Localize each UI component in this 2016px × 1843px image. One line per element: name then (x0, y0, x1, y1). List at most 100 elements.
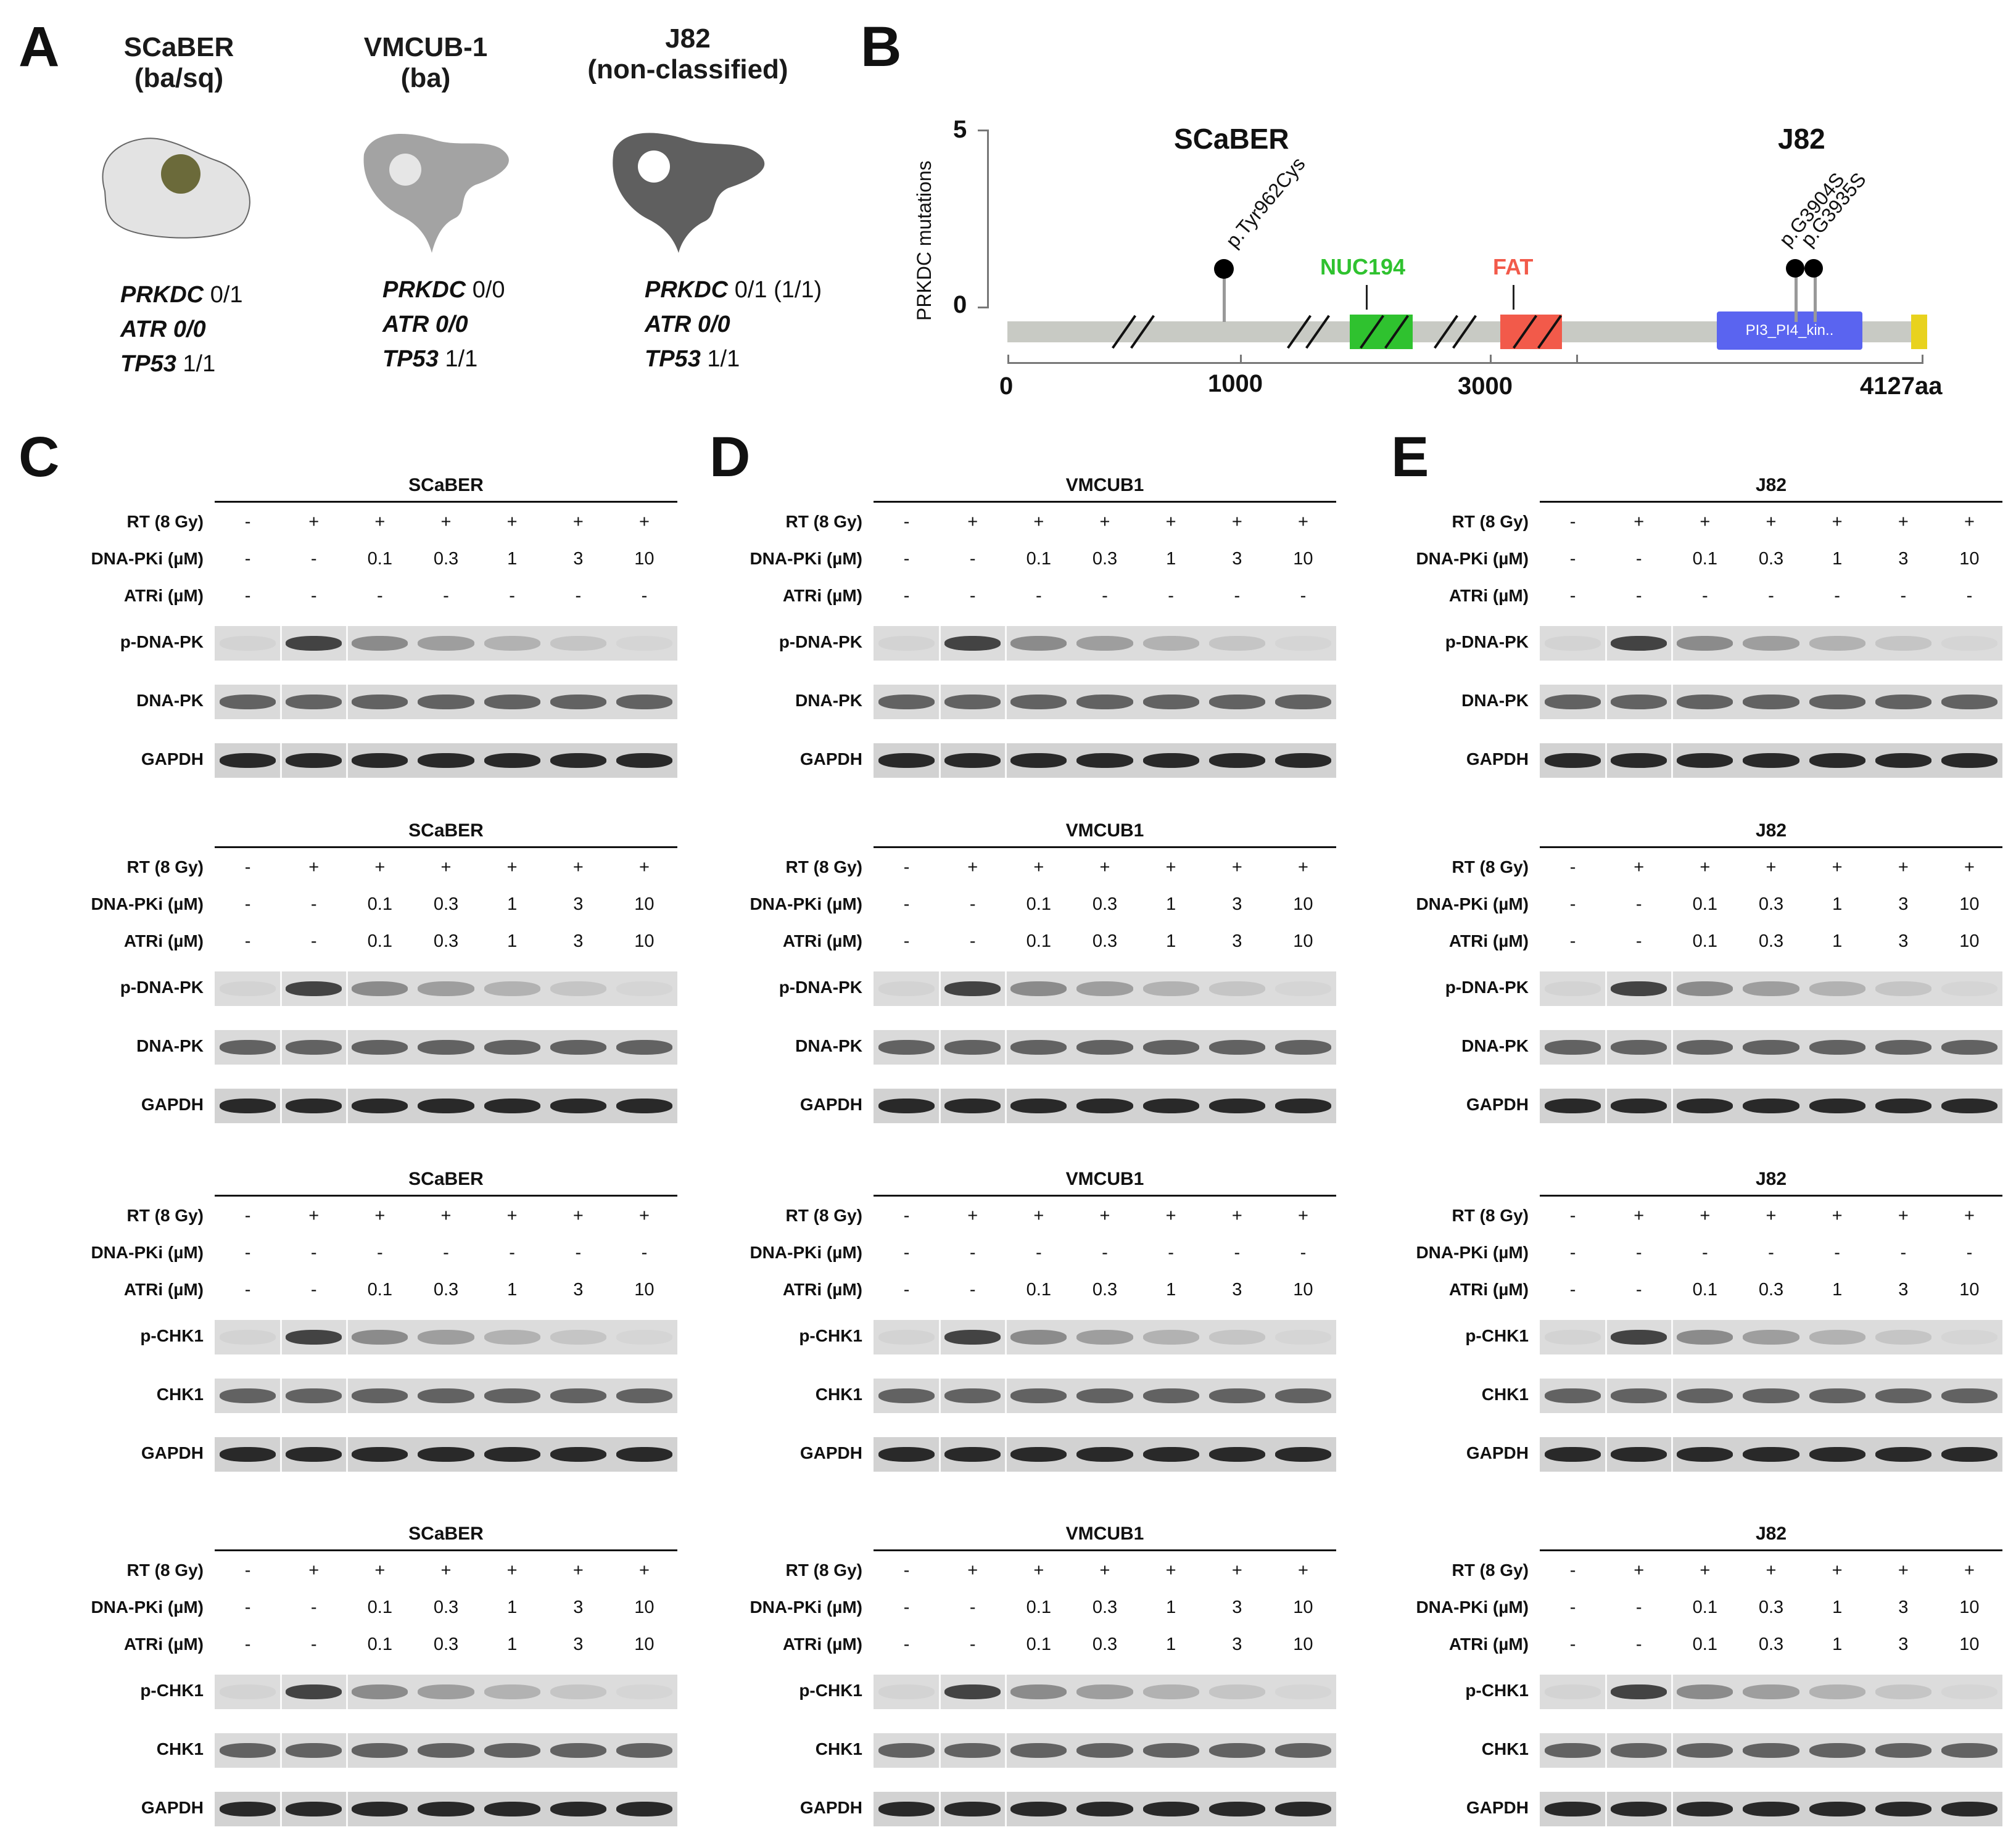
band (1142, 753, 1199, 768)
band (286, 1388, 342, 1403)
band (1142, 1743, 1199, 1758)
band (1545, 1684, 1601, 1699)
band (1545, 1388, 1601, 1403)
lane-divider (1671, 1675, 1674, 1709)
band (1743, 1447, 1799, 1462)
band (1611, 1330, 1667, 1345)
treatment-value: + (1898, 1561, 1909, 1580)
treatment-value: + (1231, 1206, 1242, 1226)
treatment-value: 10 (634, 1635, 655, 1654)
band (1274, 1330, 1331, 1345)
lane-divider (1605, 743, 1608, 778)
band (1611, 981, 1667, 996)
treatment-value: 1 (1832, 931, 1843, 951)
treatment-value: 0.3 (433, 1598, 459, 1617)
treatment-value: - (244, 512, 251, 532)
blot-strip (1540, 1437, 2002, 1472)
band (1611, 1099, 1667, 1113)
lane-divider (1671, 1030, 1674, 1065)
treatment-value: - (1569, 512, 1576, 532)
treatment-value: - (903, 931, 910, 951)
nuc194-tick (1366, 285, 1368, 310)
treatment-row-label: ATRi (µM) (1448, 1280, 1529, 1299)
band-label: GAPDH (1466, 749, 1529, 769)
treatment-value: 10 (1293, 894, 1313, 914)
treatment-value: + (1297, 857, 1308, 877)
treatment-value: 1 (507, 931, 518, 951)
x-tick (1007, 355, 1009, 363)
band (1208, 753, 1265, 768)
treatment-value: + (1832, 1206, 1843, 1226)
treatment-value: + (572, 1561, 584, 1580)
band (550, 1447, 606, 1462)
mutation-stem-g3904 (1795, 271, 1798, 322)
band (1274, 695, 1331, 709)
treatment-value: 3 (573, 549, 584, 569)
lane-divider (280, 971, 283, 1006)
band (1875, 753, 1931, 768)
treatment-value: + (1033, 1561, 1044, 1580)
band (286, 1802, 342, 1816)
lane-divider (939, 1320, 941, 1354)
band (1809, 1388, 1865, 1403)
blot-strip (215, 1437, 677, 1472)
band (550, 1802, 606, 1816)
band-label: p-CHK1 (1465, 1326, 1529, 1345)
band (286, 1330, 342, 1345)
treatment-row-label: DNA-PKi (µM) (750, 1243, 862, 1262)
treatment-value: - (244, 549, 251, 569)
treatment-value: 0.3 (1092, 1598, 1118, 1617)
blot-strip (874, 1089, 1336, 1123)
lane-divider (1005, 1320, 1007, 1354)
lane-divider (939, 1792, 941, 1826)
band (1875, 1040, 1931, 1055)
treatment-value: 10 (1293, 1598, 1313, 1617)
genotype-scaber: PRKDC 0/1 ATR 0/0 TP53 1/1 (120, 282, 243, 377)
treatment-value: - (969, 586, 976, 606)
band (286, 753, 342, 768)
mutation-label-tyr962: p.Tyr962Cys (1221, 152, 1310, 252)
band (1274, 1388, 1331, 1403)
treatment-value: 1 (1832, 549, 1843, 569)
band (944, 1447, 1001, 1462)
band (1208, 1743, 1265, 1758)
lane-divider (1671, 1792, 1674, 1826)
treatment-value: + (374, 1206, 386, 1226)
band (220, 695, 276, 709)
treatment-value: - (377, 1243, 383, 1263)
treatment-value: - (1168, 1243, 1174, 1263)
blot-strip (874, 1792, 1336, 1826)
band (484, 1447, 540, 1462)
treatment-value: + (1964, 1206, 1975, 1226)
treatment-value: + (1099, 1206, 1110, 1226)
treatment-value: + (374, 857, 386, 877)
treatment-row-label: ATRi (µM) (782, 586, 862, 605)
nucleus-j82 (638, 150, 670, 183)
lane-divider (346, 971, 349, 1006)
band (484, 1330, 540, 1345)
blot-strip (1540, 626, 2002, 661)
treatment-value: + (440, 857, 452, 877)
band (1545, 1040, 1601, 1055)
treatment-value: + (1832, 512, 1843, 532)
band (878, 753, 935, 768)
x-tick-label-1000: 1000 (1208, 370, 1263, 397)
band-label: GAPDH (1466, 1095, 1529, 1114)
band (944, 695, 1001, 709)
treatment-value: 10 (1959, 1635, 1980, 1654)
blot-strip (215, 971, 677, 1006)
nucleus-scaber (161, 154, 200, 194)
treatment-row-label: ATRi (µM) (782, 1635, 862, 1654)
treatment-value: - (1966, 586, 1973, 606)
panel-a-letter: A (19, 15, 60, 78)
treatment-value: 10 (1959, 931, 1980, 951)
band (878, 1040, 935, 1055)
title-underline (874, 846, 1336, 848)
band (1677, 981, 1733, 996)
treatment-value: - (641, 1243, 648, 1263)
treatment-value: - (1635, 549, 1642, 569)
blot-title: VMCUB1 (1065, 820, 1144, 841)
band (878, 981, 935, 996)
treatment-value: 10 (1959, 894, 1980, 914)
band (1545, 1802, 1601, 1816)
